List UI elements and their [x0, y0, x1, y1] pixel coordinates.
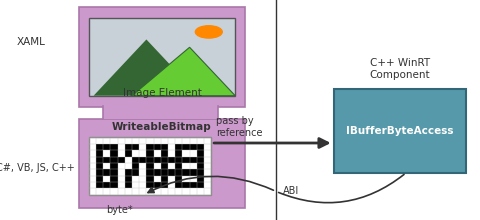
Bar: [79, 7, 245, 107]
Bar: [96, 182, 103, 188]
Bar: [154, 182, 161, 188]
Bar: [96, 176, 103, 182]
Bar: [125, 182, 132, 188]
Bar: [89, 138, 211, 195]
Bar: [110, 182, 118, 188]
Bar: [103, 106, 218, 119]
Bar: [96, 157, 103, 163]
Text: byte*: byte*: [106, 205, 132, 214]
Bar: [79, 119, 245, 208]
Bar: [334, 89, 466, 173]
Bar: [182, 144, 190, 150]
Bar: [161, 176, 168, 182]
Bar: [132, 169, 139, 176]
Bar: [154, 144, 161, 150]
Bar: [110, 163, 118, 169]
Bar: [197, 169, 204, 176]
Bar: [132, 144, 139, 150]
Bar: [175, 182, 182, 188]
Text: XAML: XAML: [17, 37, 46, 47]
Bar: [110, 144, 118, 150]
Bar: [146, 176, 154, 182]
Bar: [110, 176, 118, 182]
Bar: [96, 150, 103, 157]
Polygon shape: [94, 39, 199, 96]
Bar: [154, 169, 161, 176]
Bar: [103, 144, 110, 150]
Bar: [168, 169, 175, 176]
Bar: [175, 150, 182, 157]
Bar: [146, 182, 154, 188]
Bar: [197, 157, 204, 163]
Bar: [110, 169, 118, 176]
Bar: [132, 157, 139, 163]
Text: C#, VB, JS, C++: C#, VB, JS, C++: [0, 163, 74, 173]
Bar: [190, 169, 197, 176]
Text: pass by
reference: pass by reference: [216, 116, 263, 138]
Polygon shape: [132, 47, 235, 96]
Bar: [125, 150, 132, 157]
Bar: [161, 163, 168, 169]
Bar: [89, 18, 235, 96]
Bar: [197, 176, 204, 182]
Bar: [190, 182, 197, 188]
Bar: [132, 163, 139, 169]
Bar: [175, 163, 182, 169]
Bar: [161, 157, 168, 163]
Bar: [182, 157, 190, 163]
Bar: [197, 163, 204, 169]
Bar: [168, 157, 175, 163]
Bar: [175, 176, 182, 182]
Bar: [182, 169, 190, 176]
Bar: [96, 144, 103, 150]
Bar: [175, 169, 182, 176]
Bar: [110, 157, 118, 163]
Text: Image Element: Image Element: [122, 88, 202, 98]
Bar: [125, 176, 132, 182]
Text: C++ WinRT
Component: C++ WinRT Component: [369, 59, 430, 80]
Bar: [118, 157, 125, 163]
Bar: [146, 157, 154, 163]
Bar: [146, 169, 154, 176]
Bar: [125, 169, 132, 176]
Bar: [154, 157, 161, 163]
Bar: [197, 144, 204, 150]
Circle shape: [195, 26, 222, 38]
Bar: [161, 182, 168, 188]
Bar: [190, 157, 197, 163]
Bar: [146, 144, 154, 150]
Bar: [197, 150, 204, 157]
Bar: [96, 163, 103, 169]
Bar: [175, 144, 182, 150]
Bar: [110, 150, 118, 157]
Bar: [146, 150, 154, 157]
Text: WriteableBitmap: WriteableBitmap: [112, 122, 212, 132]
Bar: [175, 157, 182, 163]
Bar: [96, 169, 103, 176]
Bar: [161, 144, 168, 150]
Bar: [139, 157, 146, 163]
Bar: [161, 169, 168, 176]
Bar: [103, 169, 110, 176]
Bar: [161, 150, 168, 157]
Bar: [197, 182, 204, 188]
Bar: [146, 163, 154, 169]
Bar: [190, 144, 197, 150]
Bar: [125, 144, 132, 150]
Bar: [103, 182, 110, 188]
Bar: [103, 157, 110, 163]
Text: IBufferByteAccess: IBufferByteAccess: [346, 126, 453, 136]
Bar: [182, 182, 190, 188]
Text: ABI: ABI: [283, 186, 300, 196]
